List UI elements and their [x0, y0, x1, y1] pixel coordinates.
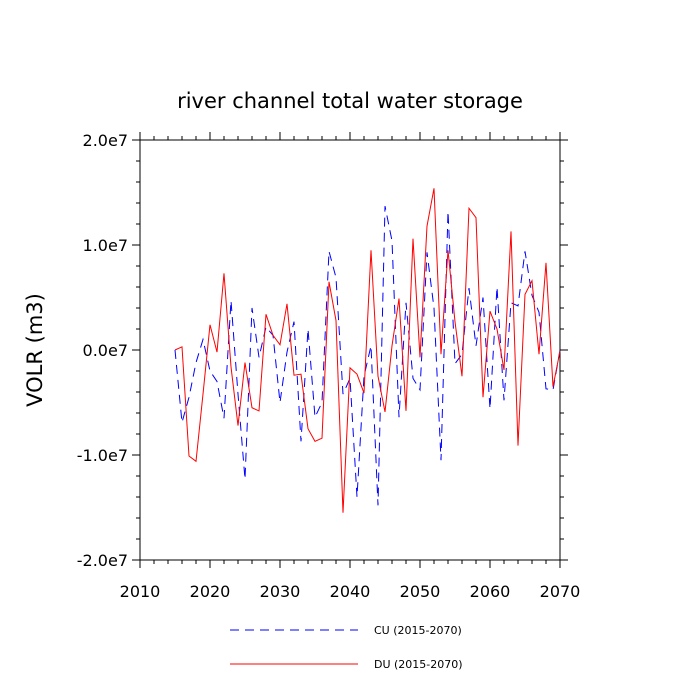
y-tick-label: 1.0e7	[83, 236, 128, 255]
legend-label-du: DU (2015-2070)	[374, 658, 463, 671]
legend: CU (2015-2070) DU (2015-2070)	[230, 624, 463, 671]
x-tick-label: 2030	[260, 582, 301, 601]
x-tick-labels: 2010 2020 2030 2040 2050 2060 2070	[120, 582, 581, 601]
chart-title: river channel total water storage	[177, 89, 523, 113]
x-tick-label: 2010	[120, 582, 161, 601]
y-tick-label: 0.0e7	[83, 341, 128, 360]
y-axis-label: VOLR (m3)	[23, 293, 47, 407]
plot-frame	[139, 139, 561, 561]
x-tick-label: 2040	[330, 582, 371, 601]
legend-label-cu: CU (2015-2070)	[374, 624, 462, 637]
series-layer	[174, 188, 561, 513]
x-tick-label: 2050	[400, 582, 441, 601]
y-tick-label: -2.0e7	[77, 551, 128, 570]
series-line-cu	[174, 206, 561, 506]
major-ticks	[132, 132, 568, 568]
series-line-du	[174, 188, 561, 513]
y-tick-label: 2.0e7	[83, 131, 128, 150]
x-tick-label: 2020	[190, 582, 231, 601]
y-tick-label: -1.0e7	[77, 446, 128, 465]
y-tick-labels: -2.0e7 -1.0e7 0.0e7 1.0e7 2.0e7	[77, 131, 128, 570]
minor-ticks	[136, 136, 564, 564]
x-tick-label: 2060	[470, 582, 511, 601]
x-tick-label: 2070	[540, 582, 581, 601]
